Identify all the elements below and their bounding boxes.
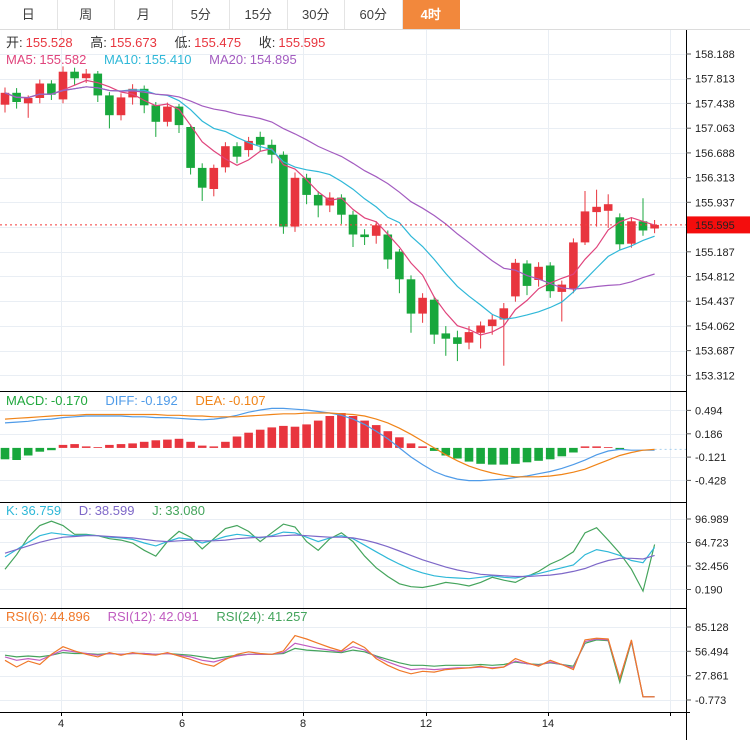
ma20-line [4, 86, 655, 290]
svg-text:158.188: 158.188 [695, 49, 735, 61]
tabbar-filler [460, 0, 750, 29]
svg-text:155.937: 155.937 [695, 197, 735, 209]
svg-text:157.813: 157.813 [695, 74, 735, 86]
svg-text:0.186: 0.186 [695, 429, 723, 441]
tab-30min[interactable]: 30分 [288, 0, 345, 29]
tab-15min[interactable]: 15分 [230, 0, 288, 29]
gridlines [0, 30, 686, 712]
svg-text:8: 8 [300, 718, 306, 730]
chart-canvas[interactable]: 4 6 8 12 14 158.188 157.813 157.438 157.063 156.6… [0, 29, 750, 744]
svg-text:27.861: 27.861 [695, 671, 729, 683]
tab-5min[interactable]: 5分 [173, 0, 230, 29]
svg-text:-0.121: -0.121 [695, 452, 726, 464]
tab-60min[interactable]: 60分 [345, 0, 403, 29]
svg-text:56.494: 56.494 [695, 646, 729, 658]
timeframe-tabbar: 日 周 月 5分 15分 30分 60分 4时 [0, 0, 750, 30]
svg-text:0.494: 0.494 [695, 405, 723, 417]
ma5-line [4, 79, 655, 336]
svg-text:153.312: 153.312 [695, 370, 735, 382]
svg-text:154.812: 154.812 [695, 272, 735, 284]
svg-text:157.063: 157.063 [695, 123, 735, 135]
rsi6-line [4, 634, 655, 698]
svg-text:156.688: 156.688 [695, 148, 735, 160]
svg-text:0.190: 0.190 [695, 585, 723, 597]
kdj-k-line [4, 531, 656, 580]
kdj-j-line [4, 520, 656, 593]
svg-text:-0.773: -0.773 [695, 695, 726, 707]
x-axis: 4 6 8 12 14 [58, 712, 671, 730]
macd-histogram [0, 413, 625, 465]
tab-month[interactable]: 月 [115, 0, 173, 29]
svg-text:154.062: 154.062 [695, 321, 735, 333]
current-price-label [687, 216, 750, 234]
svg-text:156.313: 156.313 [695, 173, 735, 185]
current-price-text: 155.595 [695, 220, 735, 232]
svg-text:153.687: 153.687 [695, 346, 735, 358]
svg-text:-0.428: -0.428 [695, 475, 726, 487]
svg-text:64.723: 64.723 [695, 538, 729, 550]
y-axis-labels: 158.188 157.813 157.438 157.063 156.688 156.3… [686, 49, 735, 707]
svg-text:157.438: 157.438 [695, 98, 735, 110]
svg-text:14: 14 [542, 718, 554, 730]
axis-frame [0, 30, 690, 740]
svg-text:6: 6 [179, 718, 185, 730]
svg-text:155.187: 155.187 [695, 247, 735, 259]
svg-text:4: 4 [58, 718, 64, 730]
svg-text:154.437: 154.437 [695, 296, 735, 308]
macd-dea-line [4, 412, 655, 478]
svg-text:32.456: 32.456 [695, 561, 729, 573]
svg-text:85.128: 85.128 [695, 622, 729, 634]
rsi24-line [4, 639, 655, 698]
tab-4hour[interactable]: 4时 [402, 0, 460, 29]
svg-text:96.989: 96.989 [695, 514, 729, 526]
tab-day[interactable]: 日 [0, 0, 58, 29]
svg-text:12: 12 [420, 718, 432, 730]
kdj-d-line [4, 534, 655, 578]
tab-week[interactable]: 周 [58, 0, 115, 29]
candles-layer [0, 66, 659, 366]
